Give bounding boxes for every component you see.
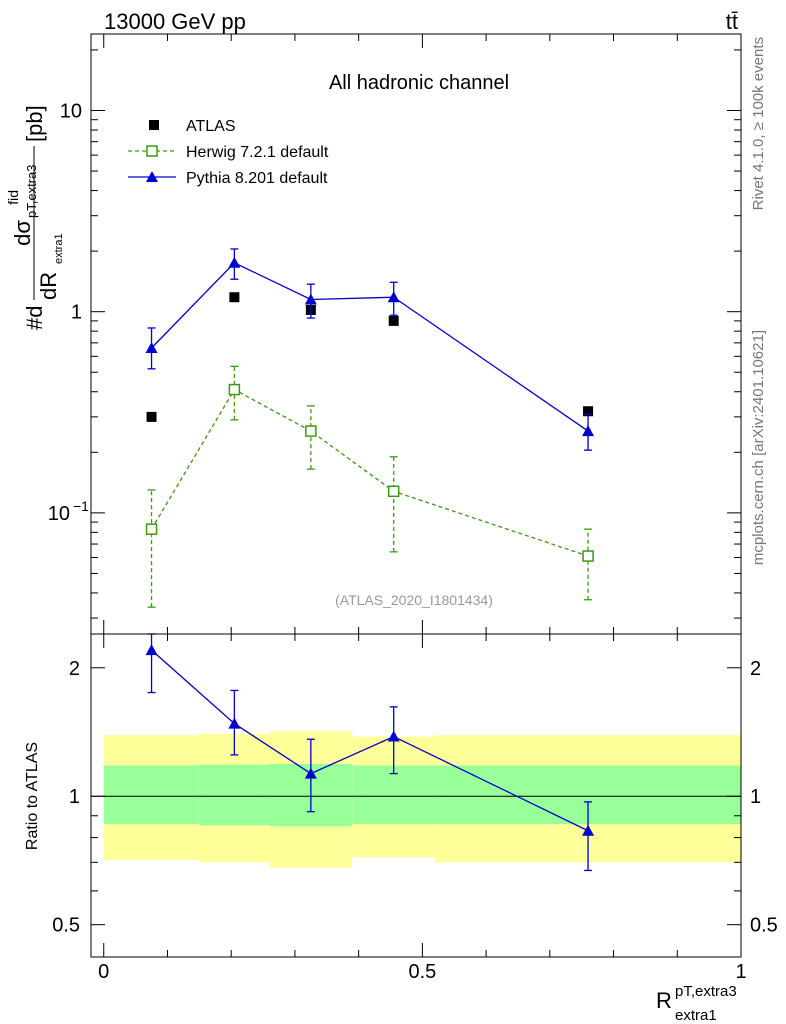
xlabel-sub: extra1 <box>675 1007 717 1024</box>
ratio-pythia-point <box>304 767 317 779</box>
ylabel-denominator-sub: extra1 <box>53 233 65 264</box>
svg-text:[pb]: [pb] <box>22 105 47 142</box>
ylabel-numerator: dσ <box>10 220 35 246</box>
legend-atlas-label: ATLAS <box>186 118 236 135</box>
main-y-tick-label: 10 <box>60 100 82 122</box>
process-label: tt̄ <box>726 9 738 34</box>
legend-entry-atlas: ATLAS <box>149 118 236 135</box>
ylabel-unit: [pb] <box>22 105 47 142</box>
ylabel-numerator-sup: fid <box>5 190 21 205</box>
pythia-data-point <box>387 291 400 303</box>
svg-text:R: R <box>656 988 672 1013</box>
ratio-panel: 2 2 1 1 0.5 0.5 0 0.5 1 Ratio to ATLAS R pT,extr… <box>24 633 778 1024</box>
svg-text:dσ: dσ <box>10 220 35 246</box>
legend-atlas-marker <box>149 120 159 130</box>
main-data-layer <box>145 248 595 608</box>
ratio-y-tick-label-left: 0.5 <box>52 915 80 937</box>
ratio-bands <box>103 731 741 868</box>
svg-text:extra1: extra1 <box>675 1007 717 1024</box>
ylabel-numerator-sub: pT,extra3 <box>24 165 39 218</box>
ratio-pythia-point <box>582 824 595 836</box>
mcplots-label: mcplots.cern.ch [arXiv:2401.10621] <box>750 330 767 565</box>
svg-text:pT,extra3: pT,extra3 <box>24 165 39 218</box>
herwig-data-point <box>305 425 317 437</box>
plot-title: All hadronic channel <box>329 72 509 94</box>
atlas-data-point <box>229 292 240 303</box>
herwig-data-point <box>228 383 241 396</box>
legend-herwig-marker <box>146 145 158 157</box>
legend-pythia-marker <box>146 171 158 182</box>
main-y-tick-label: 1 <box>71 302 82 324</box>
svg-text:#d: #d <box>22 306 47 330</box>
herwig-series-line <box>150 388 589 557</box>
analysis-watermark: (ATLAS_2020_I1801434) <box>335 592 493 608</box>
atlas-data-point <box>388 315 399 326</box>
svg-text:extra1: extra1 <box>53 233 65 264</box>
herwig-data-point <box>387 485 400 498</box>
collision-energy-label: 13000 GeV pp <box>104 9 246 34</box>
pythia-data-point <box>228 256 241 268</box>
ratio-inner-band <box>199 764 270 826</box>
ylabel-prefix: #d <box>22 306 47 330</box>
ratio-y-tick-label-left: 1 <box>69 786 80 808</box>
x-axis-label: R pT,extra3 extra1 <box>656 983 737 1024</box>
herwig-data-point <box>145 523 158 535</box>
svg-text:fid: fid <box>5 190 21 205</box>
svg-text:pT,extra3: pT,extra3 <box>675 983 737 1000</box>
pythia-data-point <box>582 425 595 437</box>
ratio-x-tick-label: 1 <box>735 961 746 983</box>
legend-entry-herwig: Herwig 7.2.1 default <box>128 144 329 161</box>
ratio-y-axis-label: Ratio to ATLAS <box>24 742 41 850</box>
herwig-data-point <box>582 550 594 562</box>
main-y-axis-label: #d dσ fid pT,extra3 dR extra1 [pb] <box>5 105 65 330</box>
atlas-data-point <box>583 406 594 417</box>
ratio-inner-band <box>103 765 200 825</box>
ratio-pythia-point <box>228 717 241 729</box>
ratio-data-layer <box>145 633 595 872</box>
legend-herwig-label: Herwig 7.2.1 default <box>186 144 329 161</box>
xlabel-base: R <box>656 988 672 1013</box>
main-y-tick-label: 10 <box>48 503 70 525</box>
ratio-x-tick-label: 0 <box>98 961 109 983</box>
ratio-y-tick-label-right: 1 <box>750 786 761 808</box>
pythia-series-line <box>151 261 589 432</box>
legend-entry-pythia: Pythia 8.201 default <box>128 170 328 187</box>
ratio-plot-frame <box>90 633 742 958</box>
atlas-data-point <box>146 411 157 422</box>
legend-pythia-label: Pythia 8.201 default <box>186 170 328 187</box>
ratio-pythia-point <box>145 644 158 656</box>
rivet-version-label: Rivet 4.1.0, ≥ 100k events <box>750 37 767 210</box>
ratio-pythia-point <box>387 730 400 742</box>
ratio-inner-band <box>352 765 436 825</box>
ratio-y-tick-label-left: 2 <box>69 658 80 680</box>
pythia-data-point <box>304 293 317 305</box>
ratio-axis-ticks: 2 2 1 1 0.5 0.5 0 0.5 1 <box>52 634 778 983</box>
legend: ATLAS Herwig 7.2.1 default Pythia 8.201 … <box>128 118 329 187</box>
ratio-y-tick-label-right: 0.5 <box>750 915 778 937</box>
svg-text:dR: dR <box>36 272 61 300</box>
ratio-x-tick-label: 0.5 <box>408 961 436 983</box>
pythia-data-point <box>145 341 158 353</box>
ratio-y-tick-label-right: 2 <box>750 658 761 680</box>
main-y-tick-label-exponent: −1 <box>73 498 89 514</box>
xlabel-sup: pT,extra3 <box>675 983 737 1000</box>
ylabel-denominator: dR <box>36 272 61 300</box>
